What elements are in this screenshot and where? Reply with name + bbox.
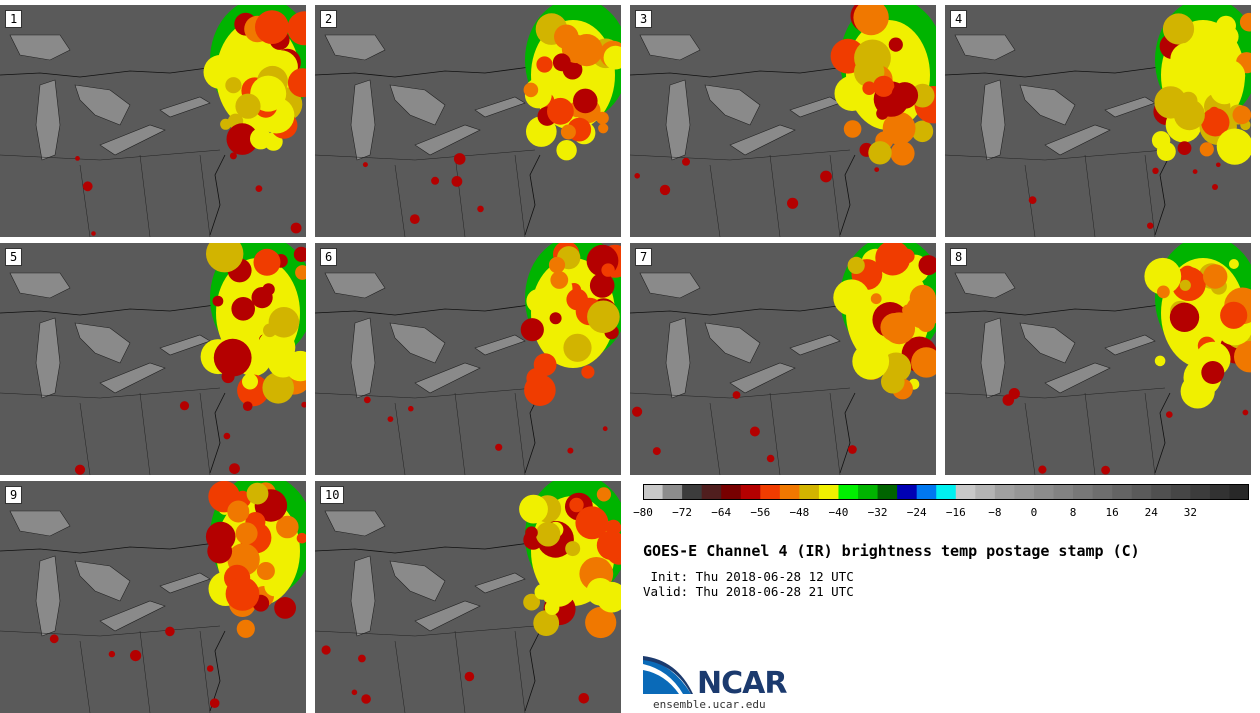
colorbar-tick-label: −48 [789, 506, 810, 519]
colorbar-swatch [740, 484, 761, 500]
panel-number-label: 10 [320, 486, 345, 504]
colorbar-swatch [1112, 484, 1133, 500]
colorbar-tick-label: −16 [945, 506, 966, 519]
ir-map-image [945, 5, 1251, 237]
ir-map-image [315, 5, 621, 237]
init-time: Init: Thu 2018-06-28 12 UTC [643, 569, 854, 584]
colorbar-swatch [721, 484, 742, 500]
ir-map-image [315, 481, 621, 713]
colorbar-swatch [779, 484, 800, 500]
colorbar-tick-label: −24 [906, 506, 927, 519]
postage-stamp-panel: 5 [0, 243, 306, 475]
ir-map-image [0, 243, 306, 475]
ir-map-image [315, 243, 621, 475]
colorbar-swatch [1151, 484, 1172, 500]
colorbar-swatch [1033, 484, 1055, 500]
site-url: ensemble.ucar.edu [653, 698, 766, 711]
colorbar [643, 484, 1249, 500]
colorbar-swatch [897, 484, 918, 500]
panel-number-label: 7 [635, 248, 653, 266]
ir-map-image [630, 243, 936, 475]
panel-number-label: 2 [320, 10, 338, 28]
figure-title: GOES-E Channel 4 (IR) brightness temp po… [643, 542, 1140, 560]
colorbar-tick-labels: −80 −72 −64 −56 −48 −40 −32 −24 −16 −8 0 8 16 24 32 [633, 506, 1249, 522]
colorbar-tick-label: −56 [750, 506, 771, 519]
colorbar-tick-label: 8 [1069, 506, 1077, 519]
postage-stamp-panel: 6 [315, 243, 621, 475]
colorbar-tick-label: −72 [672, 506, 693, 519]
colorbar-swatch [936, 484, 957, 500]
colorbar-swatch [1092, 484, 1113, 500]
postage-stamp-panel: 7 [630, 243, 936, 475]
colorbar-swatch [760, 484, 781, 500]
colorbar-swatch [643, 484, 664, 500]
ncar-logo-text: NCAR [697, 666, 787, 701]
colorbar-swatch [1229, 484, 1249, 500]
colorbar-tick-label: 32 [1183, 506, 1197, 519]
colorbar-tick-label: 0 [1030, 506, 1038, 519]
panel-number-label: 6 [320, 248, 338, 266]
panel-number-label: 5 [5, 248, 23, 266]
postage-stamp-panel: 2 [315, 5, 621, 237]
colorbar-swatch [994, 484, 1015, 500]
colorbar-swatch [858, 484, 879, 500]
colorbar-swatch [1073, 484, 1094, 500]
colorbar-tick-label: −40 [828, 506, 849, 519]
ir-map-image [0, 481, 306, 713]
colorbar-swatch [701, 484, 722, 500]
colorbar-swatch [1053, 484, 1074, 500]
colorbar-swatch [975, 484, 996, 500]
colorbar-border [643, 484, 1249, 500]
colorbar-swatch [1131, 484, 1152, 500]
colorbar-swatch [838, 484, 859, 500]
postage-stamp-panel: 1 [0, 5, 306, 237]
colorbar-swatch [818, 484, 839, 500]
colorbar-swatch [1014, 484, 1035, 500]
panel-number-label: 4 [950, 10, 968, 28]
colorbar-swatch [682, 484, 703, 500]
postage-stamp-panel: 9 [0, 481, 306, 713]
colorbar-swatch [1209, 484, 1230, 500]
panel-number-label: 1 [5, 10, 23, 28]
postage-stamp-panel: 3 [630, 5, 936, 237]
postage-stamp-panel: 10 [315, 481, 621, 713]
colorbar-tick-label: −8 [988, 506, 1002, 519]
colorbar-swatch [662, 484, 683, 500]
colorbar-swatch [1190, 484, 1211, 500]
ir-map-image [945, 243, 1251, 475]
colorbar-tick-label: −32 [867, 506, 888, 519]
colorbar-tick-label: −64 [711, 506, 732, 519]
ncar-logo-icon [643, 656, 693, 694]
colorbar-tick-label: −80 [633, 506, 653, 519]
colorbar-tick-label: 24 [1144, 506, 1158, 519]
ir-map-image [0, 5, 306, 237]
colorbar-swatch [1170, 484, 1191, 500]
postage-stamp-panel: 8 [945, 243, 1251, 475]
colorbar-swatch [799, 484, 820, 500]
ir-map-image [630, 5, 936, 237]
colorbar-swatch [877, 484, 898, 500]
valid-time: Valid: Thu 2018-06-28 21 UTC [643, 584, 854, 599]
colorbar-tick-label: 16 [1105, 506, 1119, 519]
colorbar-swatch [955, 484, 976, 500]
panel-number-label: 3 [635, 10, 653, 28]
panel-number-label: 9 [5, 486, 23, 504]
postage-stamp-panel: 4 [945, 5, 1251, 237]
colorbar-swatch [916, 484, 937, 500]
panel-number-label: 8 [950, 248, 968, 266]
